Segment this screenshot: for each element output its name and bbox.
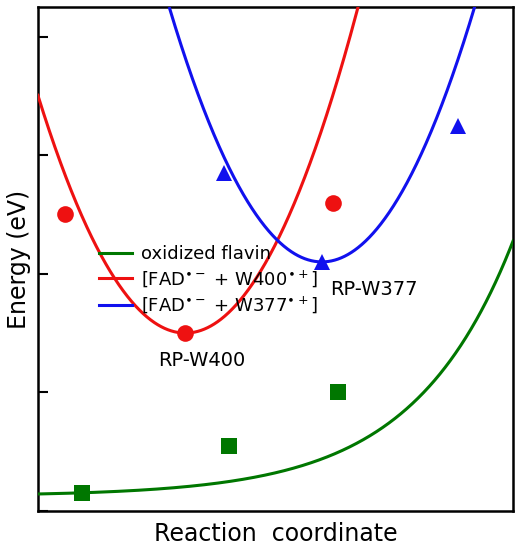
Legend: oxidized flavin, [FAD$^{\bullet-}$ + W400$^{\bullet+}$], [FAD$^{\bullet-}$ + W37: oxidized flavin, [FAD$^{\bullet-}$ + W40… [99, 245, 318, 315]
X-axis label: Reaction  coordinate: Reaction coordinate [153, 522, 397, 546]
Text: RP-W400: RP-W400 [158, 351, 245, 370]
Text: RP-W377: RP-W377 [330, 280, 418, 299]
Y-axis label: Energy (eV): Energy (eV) [7, 189, 31, 328]
